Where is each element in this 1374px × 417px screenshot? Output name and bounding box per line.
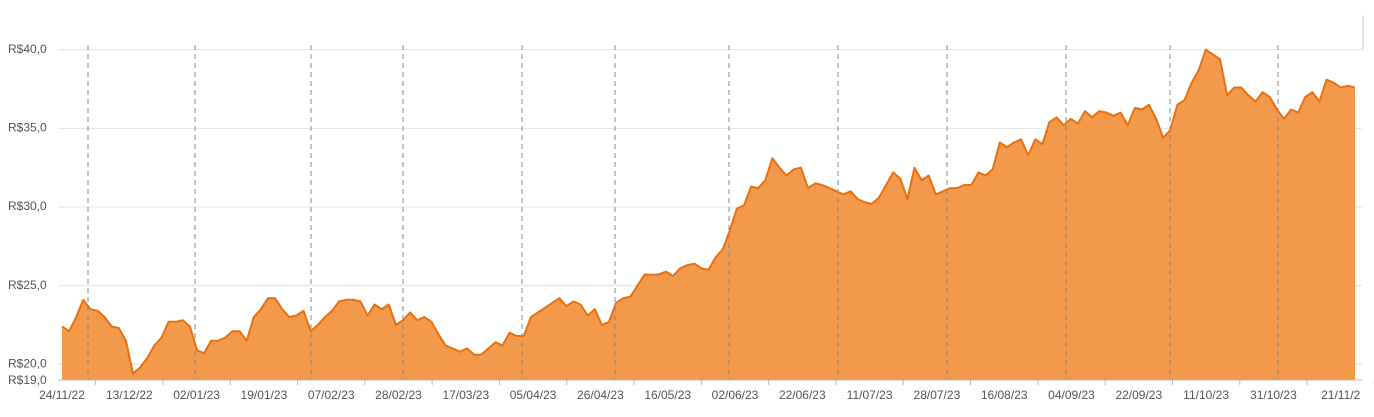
- x-tick-label: 13/12/22: [106, 388, 153, 402]
- x-tick-label: 17/03/23: [442, 388, 489, 402]
- y-tick-label: R$19,0: [8, 373, 47, 387]
- x-tick-label: 11/10/23: [1183, 388, 1229, 402]
- x-tick-label: 07/02/23: [308, 388, 355, 402]
- x-tick-label: 16/08/23: [981, 388, 1028, 402]
- y-tick-label: R$20,0: [8, 356, 47, 370]
- area: [62, 49, 1355, 380]
- x-tick-label: 28/02/23: [375, 388, 422, 402]
- y-tick-label: R$30,0: [8, 199, 47, 213]
- x-tick-label: 22/06/23: [779, 388, 826, 402]
- x-tick-label: 11/07/23: [847, 388, 893, 402]
- x-tick-label: 26/04/23: [577, 388, 624, 402]
- x-tick-label: 05/04/23: [510, 388, 557, 402]
- x-tick-label: 16/05/23: [644, 388, 691, 402]
- x-tick-label: 04/09/23: [1048, 388, 1095, 402]
- event-lines: [87, 45, 1279, 380]
- x-tick-label: 21/11/2: [1321, 388, 1360, 402]
- y-tick-label: R$35,0: [8, 121, 47, 135]
- y-tick-label: R$40,0: [8, 42, 47, 56]
- x-tick-label: 02/06/23: [712, 388, 759, 402]
- x-tick-label: 02/01/23: [173, 388, 220, 402]
- x-tick-label: 28/07/23: [914, 388, 961, 402]
- x-tick-label: 22/09/23: [1115, 388, 1162, 402]
- x-tick-label: 31/10/23: [1250, 388, 1297, 402]
- x-tick-label: 24/11/22: [39, 388, 85, 402]
- y-tick-label: R$25,0: [8, 278, 47, 292]
- price-line: [61, 48, 1356, 375]
- x-tick-label: 19/01/23: [241, 388, 288, 402]
